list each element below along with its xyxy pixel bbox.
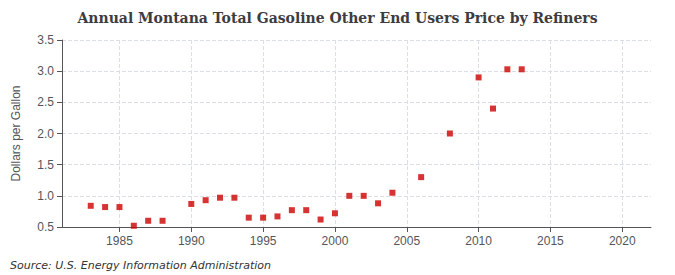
svg-text:2005: 2005 [393, 234, 420, 248]
svg-text:2.5: 2.5 [37, 95, 54, 109]
svg-text:2000: 2000 [322, 234, 349, 248]
svg-text:1985: 1985 [106, 234, 133, 248]
svg-text:1.5: 1.5 [37, 158, 54, 172]
svg-text:2020: 2020 [609, 234, 636, 248]
svg-text:3.5: 3.5 [37, 33, 54, 47]
svg-text:Annual Montana Total Gasoline: Annual Montana Total Gasoline Other End … [76, 10, 597, 26]
svg-text:1995: 1995 [250, 234, 277, 248]
svg-text:2.0: 2.0 [37, 127, 54, 141]
svg-text:1990: 1990 [178, 234, 205, 248]
svg-text:1.0: 1.0 [37, 189, 54, 203]
svg-text:Dollars per Gallon: Dollars per Gallon [9, 85, 23, 181]
svg-text:0.5: 0.5 [37, 220, 54, 234]
svg-text:3.0: 3.0 [37, 64, 54, 78]
svg-text:Source: U.S. Energy Informatio: Source: U.S. Energy Information Administ… [10, 259, 271, 272]
svg-text:2015: 2015 [537, 234, 564, 248]
svg-text:2010: 2010 [465, 234, 492, 248]
